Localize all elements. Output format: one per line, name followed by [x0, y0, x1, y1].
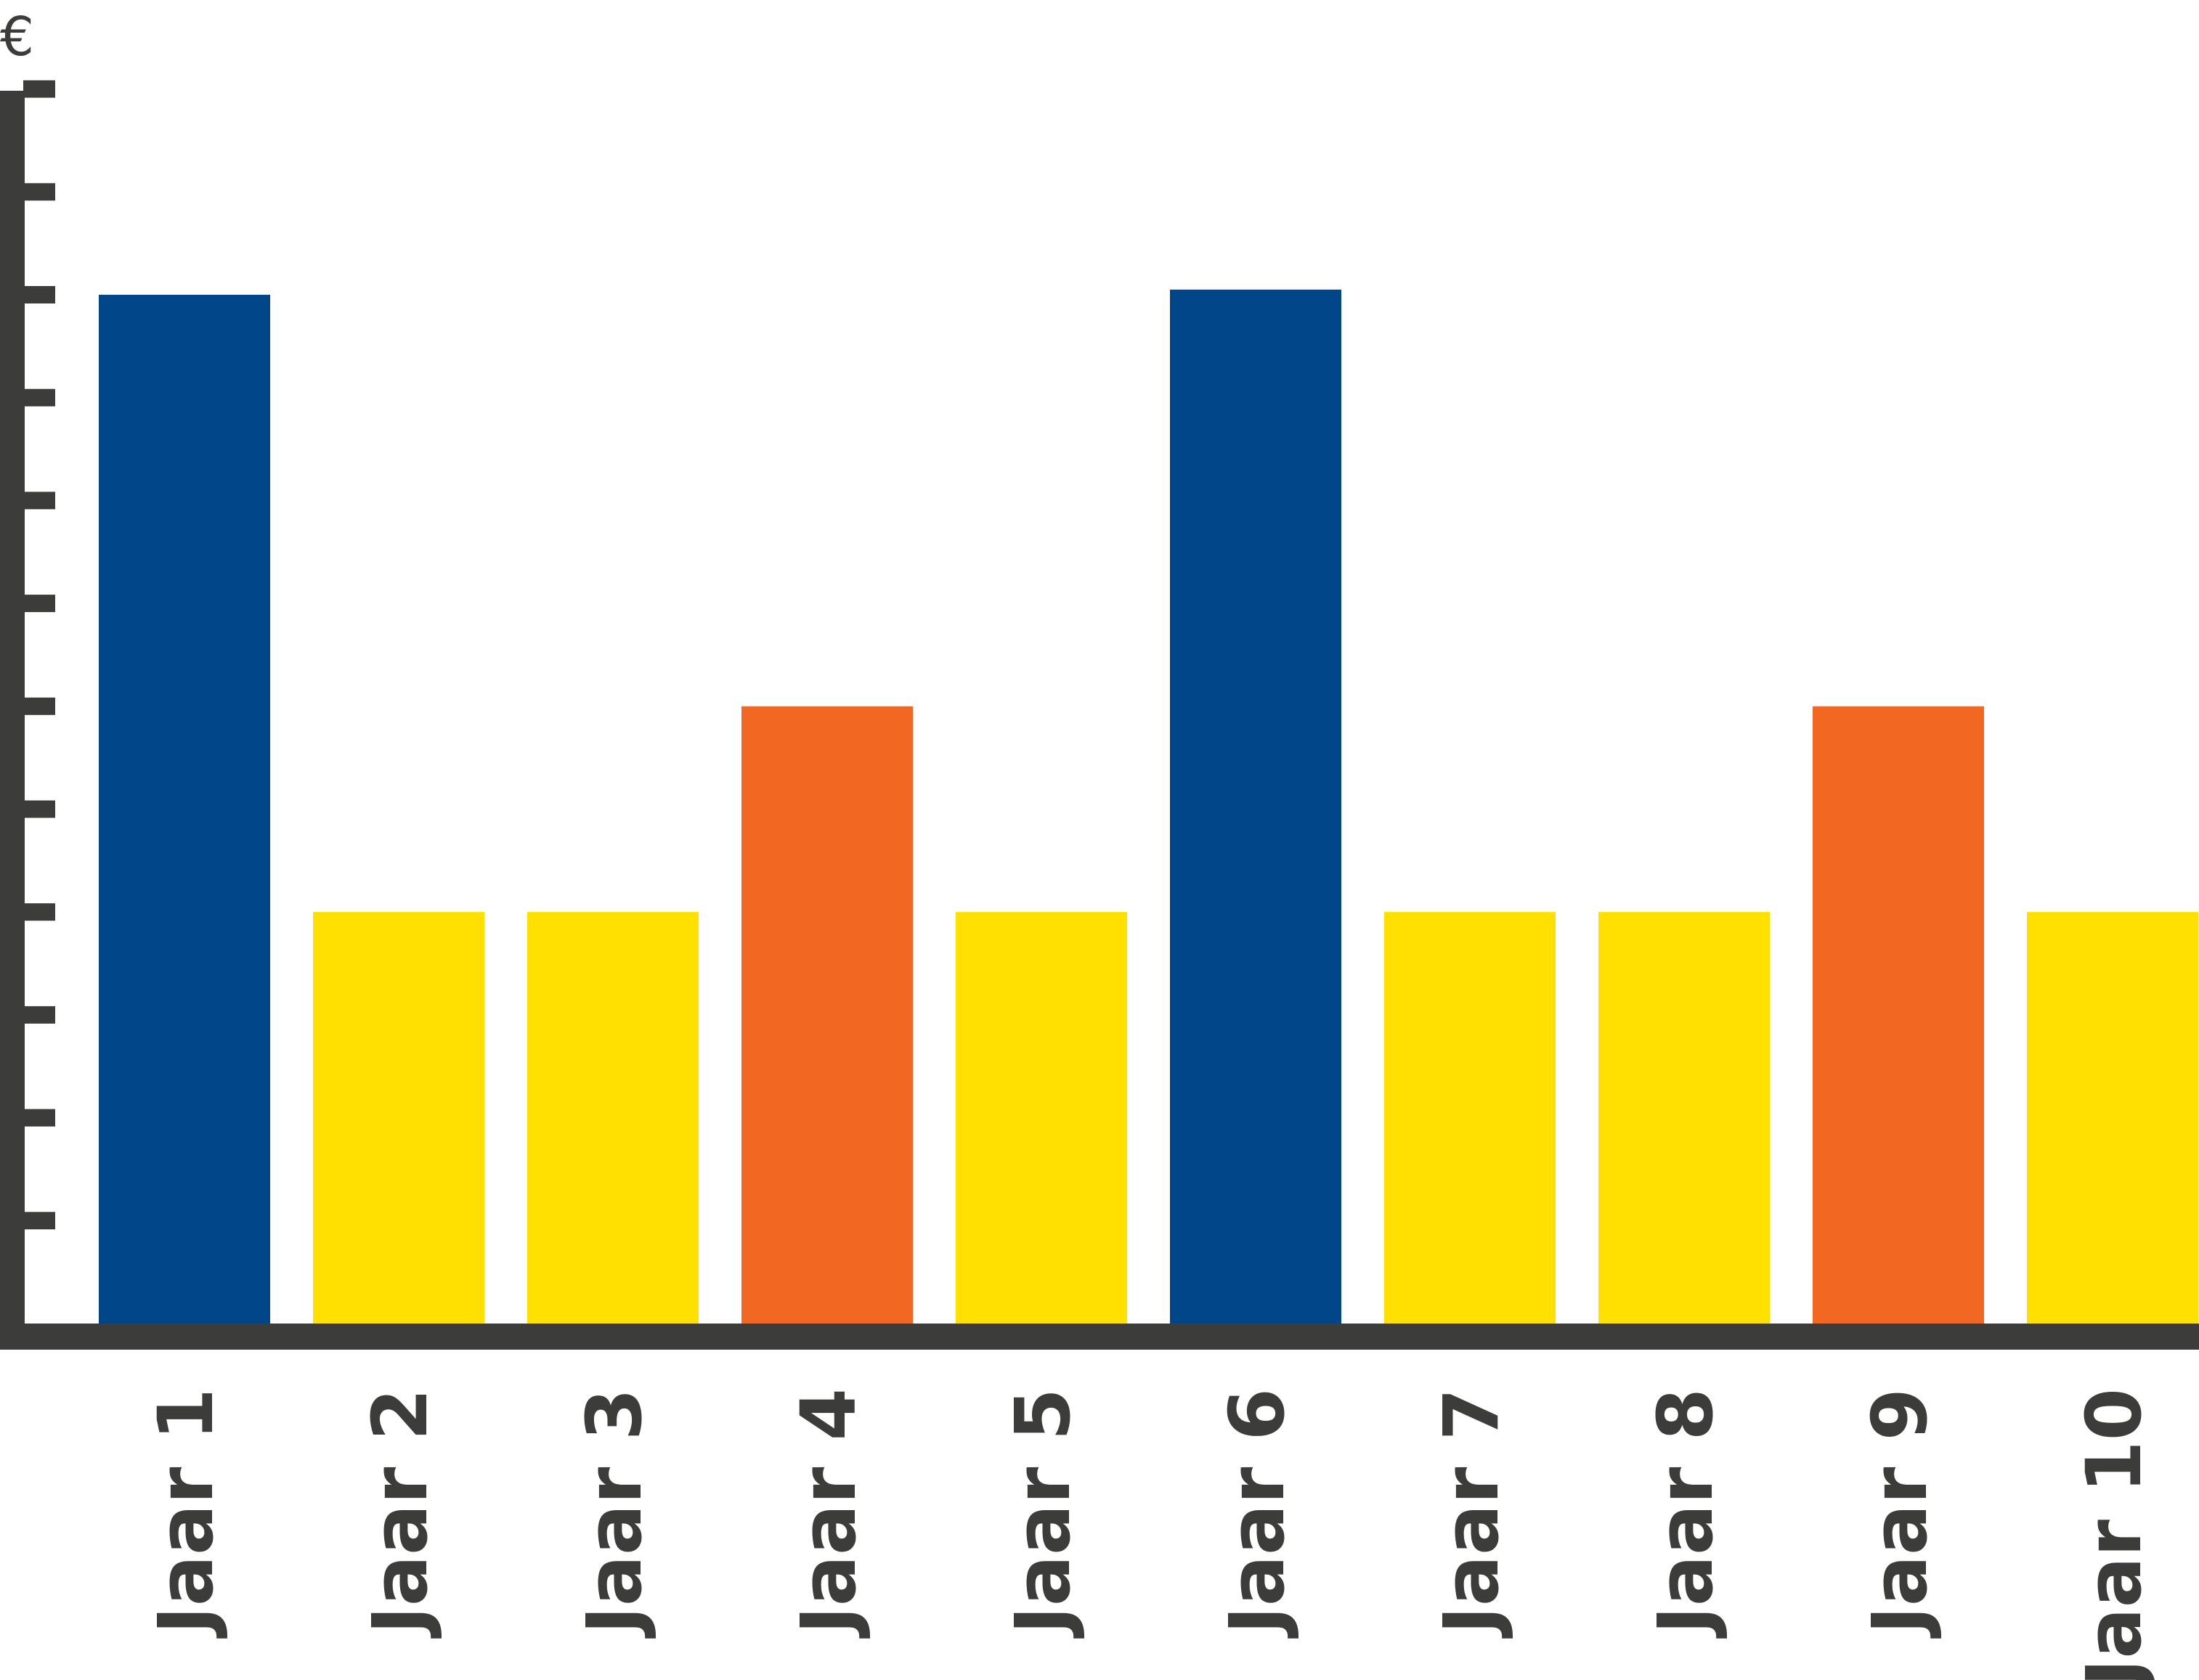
bar-2: [313, 912, 484, 1325]
bar-7: [1384, 912, 1556, 1325]
x-tick-label: Jaar 8: [1641, 1388, 1730, 1639]
bar-8: [1598, 912, 1770, 1325]
x-tick-label: Jaar 7: [1427, 1388, 1516, 1639]
y-axis-tick: [23, 1212, 55, 1230]
y-axis-tick: [23, 903, 55, 921]
bar-6: [1170, 289, 1341, 1325]
y-axis-tick: [23, 1109, 55, 1127]
x-tick-label: Jaar 6: [1213, 1388, 1301, 1639]
y-axis-tick: [23, 1006, 55, 1024]
x-axis-line: [0, 1324, 2199, 1350]
y-axis-ticks: [23, 80, 55, 1230]
x-tick-label: Jaar 10: [2070, 1388, 2158, 1680]
y-axis-tick: [23, 80, 55, 98]
bar-4: [741, 706, 913, 1325]
y-axis-tick: [23, 492, 55, 510]
y-axis-tick: [23, 286, 55, 303]
bars-group: [99, 289, 2198, 1325]
bar-9: [1813, 706, 1984, 1325]
x-tick-label: Jaar 9: [1855, 1388, 1944, 1639]
y-axis-tick: [23, 800, 55, 818]
x-tick-label: Jaar 2: [356, 1388, 444, 1639]
x-tick-label: Jaar 5: [999, 1388, 1087, 1639]
x-tick-label: Jaar 3: [570, 1388, 659, 1639]
x-tick-label: Jaar 1: [142, 1388, 230, 1639]
bar-10: [2027, 912, 2198, 1325]
y-axis-tick: [23, 595, 55, 613]
y-axis-tick: [23, 388, 55, 407]
y-axis-tick: [23, 183, 55, 201]
bar-3: [527, 912, 699, 1325]
y-axis-line: [0, 91, 25, 1350]
bar-1: [99, 295, 270, 1325]
bar-5: [956, 912, 1127, 1325]
y-axis-tick: [23, 697, 55, 715]
x-axis-tick-labels: Jaar 1 Jaar 2 Jaar 3 Jaar 4 Jaar 5 Jaar 6 Jaar…: [142, 1388, 2158, 1680]
axes-group: [0, 80, 2199, 1350]
y-axis-unit-label: €: [0, 6, 34, 68]
x-tick-label: Jaar 4: [784, 1388, 873, 1639]
